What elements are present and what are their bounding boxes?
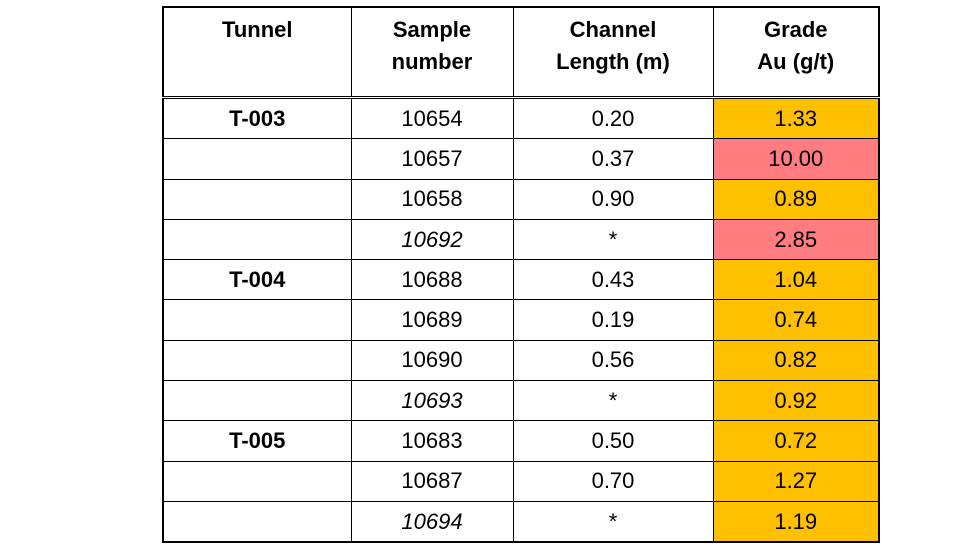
tunnel-cell — [162, 339, 352, 382]
tunnel-cell — [162, 500, 352, 543]
sample-number-cell: 10654 — [350, 96, 514, 140]
grade-cell: 0.82 — [712, 339, 880, 382]
channel-length-cell: 0.56 — [512, 339, 714, 382]
header-channel-length: Channel Length (m) — [512, 6, 714, 99]
grade-cell: 0.72 — [712, 420, 880, 462]
header-channel-line: Channel — [569, 17, 657, 42]
table-body: T-003 10654 0.20 1.33 10657 0.37 10.00 10658 0.9… — [162, 96, 880, 543]
header-grade: Grade Au (g/t) — [712, 6, 880, 99]
header-grade-line: Grade — [763, 17, 828, 42]
table-row: T-005 10683 0.50 0.72 — [162, 420, 880, 462]
sample-table-container: Tunnel Sample number Channel Length (m) Gr… — [162, 6, 880, 544]
channel-length-cell: 0.37 — [512, 138, 714, 180]
channel-length-cell: 0.43 — [512, 259, 714, 301]
sample-results-table: Tunnel Sample number Channel Length (m) Gr… — [162, 6, 880, 544]
header-grade-line: Au (g/t) — [757, 48, 835, 74]
channel-length-cell: 0.90 — [512, 178, 714, 220]
header-sample-line: Sample — [392, 17, 472, 42]
sample-number-cell: 10688 — [350, 259, 514, 301]
grade-cell: 10.00 — [712, 138, 880, 180]
tunnel-cell — [162, 380, 352, 422]
header-row: Tunnel Sample number Channel Length (m) Gr… — [162, 6, 880, 99]
header-channel-line: Length (m) — [556, 48, 670, 74]
channel-length-cell: 0.70 — [512, 460, 714, 502]
sample-number-cell: 10687 — [350, 460, 514, 502]
table-header: Tunnel Sample number Channel Length (m) Gr… — [162, 6, 880, 99]
tunnel-cell — [162, 218, 352, 261]
grade-cell: 1.04 — [712, 259, 880, 301]
table-row: T-004 10688 0.43 1.04 — [162, 259, 880, 301]
sample-number-cell: 10690 — [350, 339, 514, 382]
grade-cell: 1.27 — [712, 460, 880, 502]
table-row: T-003 10654 0.20 1.33 — [162, 96, 880, 140]
header-tunnel: Tunnel — [162, 6, 352, 99]
grade-cell: 2.85 — [712, 218, 880, 261]
grade-cell: 1.19 — [712, 500, 880, 543]
header-tunnel-line: Tunnel — [222, 17, 293, 42]
tunnel-cell: T-004 — [162, 259, 352, 301]
sample-number-cell: 10692 — [350, 218, 514, 261]
sample-number-cell: 10657 — [350, 138, 514, 180]
tunnel-cell — [162, 138, 352, 180]
sample-number-cell: 10658 — [350, 178, 514, 220]
header-sample-line: number — [391, 48, 473, 74]
table-row: 10690 0.56 0.82 — [162, 339, 880, 382]
channel-length-cell: 0.19 — [512, 299, 714, 341]
tunnel-cell: T-003 — [162, 96, 352, 140]
channel-length-cell: * — [512, 380, 714, 422]
grade-cell: 1.33 — [712, 96, 880, 140]
sample-number-cell: 10694 — [350, 500, 514, 543]
channel-length-cell: * — [512, 500, 714, 543]
sample-number-cell: 10683 — [350, 420, 514, 462]
table-row: 10694 * 1.19 — [162, 500, 880, 543]
table-row: 10687 0.70 1.27 — [162, 460, 880, 502]
sample-number-cell: 10693 — [350, 380, 514, 422]
tunnel-cell — [162, 299, 352, 341]
grade-cell: 0.89 — [712, 178, 880, 220]
grade-cell: 0.74 — [712, 299, 880, 341]
tunnel-cell — [162, 178, 352, 220]
table-row: 10693 * 0.92 — [162, 380, 880, 422]
channel-length-cell: 0.50 — [512, 420, 714, 462]
tunnel-cell — [162, 460, 352, 502]
table-row: 10692 * 2.85 — [162, 218, 880, 261]
header-sample-number: Sample number — [350, 6, 514, 99]
channel-length-cell: 0.20 — [512, 96, 714, 140]
tunnel-cell: T-005 — [162, 420, 352, 462]
table-row: 10689 0.19 0.74 — [162, 299, 880, 341]
table-row: 10658 0.90 0.89 — [162, 178, 880, 220]
sample-number-cell: 10689 — [350, 299, 514, 341]
channel-length-cell: * — [512, 218, 714, 261]
grade-cell: 0.92 — [712, 380, 880, 422]
table-row: 10657 0.37 10.00 — [162, 138, 880, 180]
